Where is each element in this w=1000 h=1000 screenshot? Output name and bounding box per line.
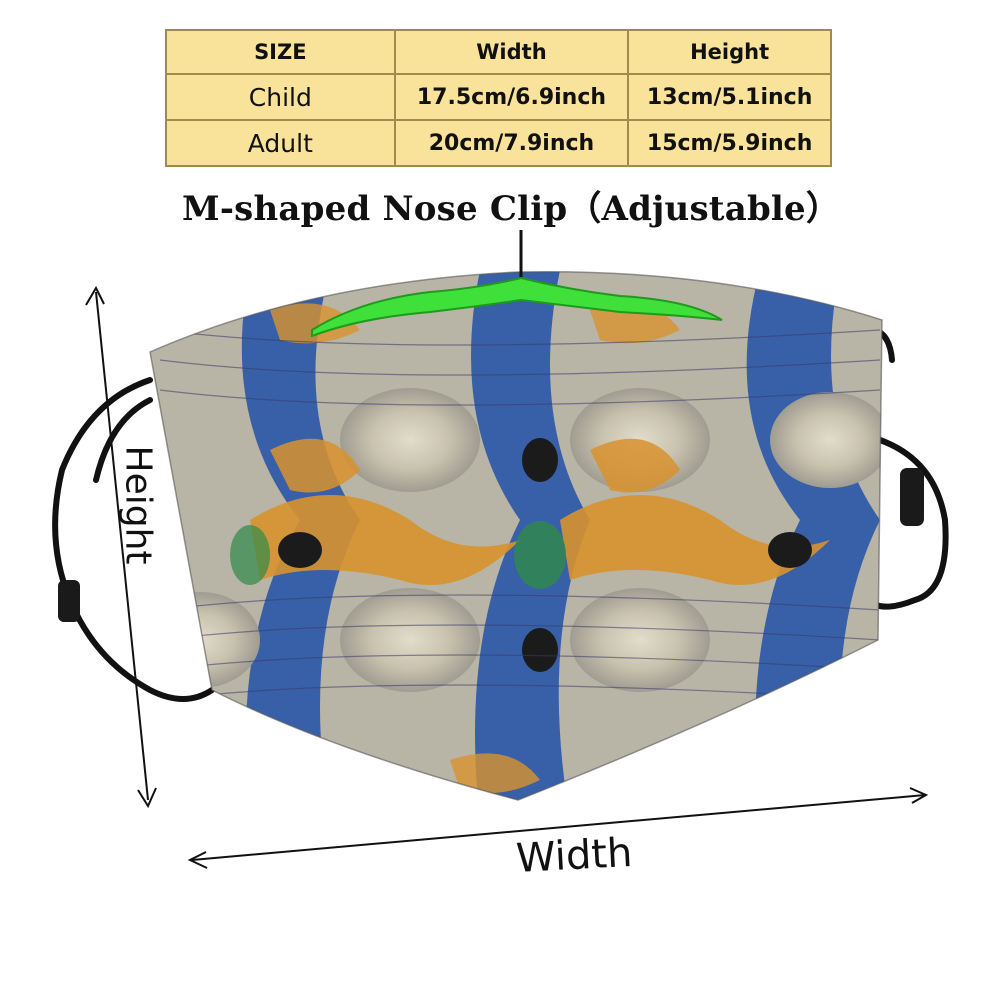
size-adult-width: 20cm/7.9inch (393, 119, 630, 167)
left-strap-toggle (58, 580, 80, 622)
size-row-adult: Adult 20cm/7.9inch 15cm/5.9inch (165, 119, 832, 167)
nose-clip (311, 276, 723, 338)
size-adult-height: 15cm/5.9inch (627, 119, 832, 167)
width-arrow (187, 787, 929, 869)
width-label: Width (515, 829, 634, 882)
size-child-height: 13cm/5.1inch (627, 73, 832, 121)
right-strap-toggle (900, 468, 924, 526)
size-child-label: Child (165, 73, 396, 121)
mask-fabric (150, 271, 882, 800)
size-chart-table: SIZE Width Height Child 17.5cm/6.9inch 1… (165, 29, 832, 167)
size-adult-label: Adult (165, 119, 396, 167)
height-arrow (85, 285, 157, 809)
size-child-width: 17.5cm/6.9inch (393, 73, 630, 121)
header-size: SIZE (165, 29, 396, 75)
height-label: Height (117, 445, 159, 565)
nose-clip-title: M-shaped Nose Clip（Adjustable） (182, 189, 841, 229)
header-width: Width (393, 29, 630, 75)
size-chart-header-row: SIZE Width Height (165, 29, 832, 75)
size-row-child: Child 17.5cm/6.9inch 13cm/5.1inch (165, 73, 832, 121)
header-height: Height (627, 29, 832, 75)
